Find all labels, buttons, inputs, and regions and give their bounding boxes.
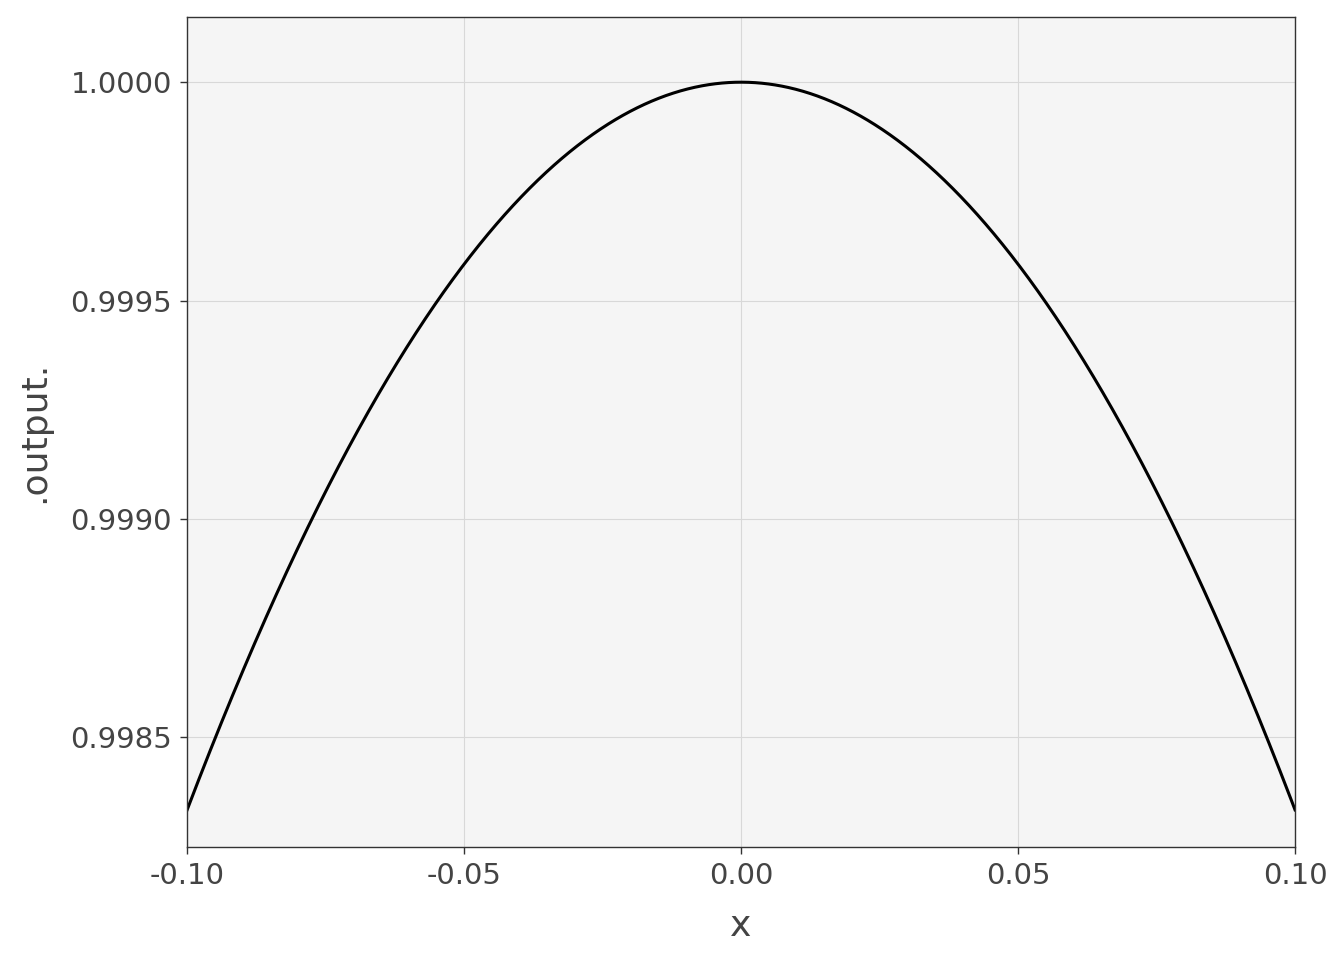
X-axis label: x: x (730, 909, 751, 944)
Y-axis label: .output.: .output. (16, 361, 51, 503)
